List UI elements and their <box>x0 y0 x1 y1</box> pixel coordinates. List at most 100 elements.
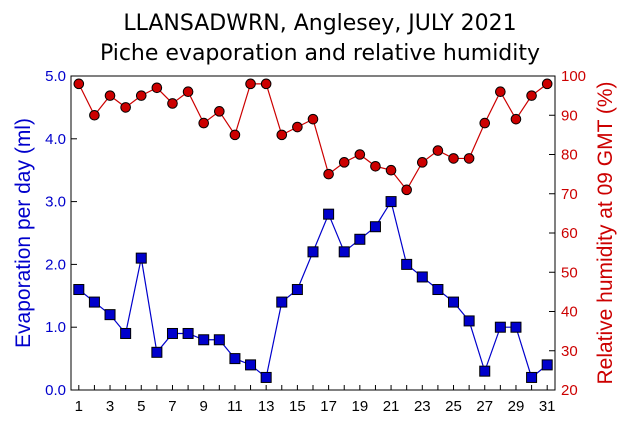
evaporation-point <box>213 334 225 346</box>
x-tick-label: 17 <box>320 398 337 415</box>
evaporation-point <box>120 327 132 339</box>
humidity-point <box>479 117 491 129</box>
x-tick-label: 23 <box>414 398 431 415</box>
humidity-point <box>135 90 147 101</box>
humidity-point <box>245 78 256 90</box>
humidity-line <box>78 83 548 191</box>
evaporation-point <box>166 327 178 339</box>
left-axis: 0.0 1.0 2.0 3.0 4.0 5.0 <box>45 68 77 399</box>
evaporation-point <box>245 359 257 371</box>
x-tick-label: 9 <box>200 398 208 415</box>
humidity-point <box>89 109 100 121</box>
right-axis: 20 30 40 50 60 70 80 90 100 <box>549 68 586 399</box>
evaporation-point <box>338 246 350 258</box>
evaporation-point <box>88 296 100 308</box>
evaporation-point <box>369 221 381 233</box>
evaporation-point <box>479 365 491 377</box>
humidity-point <box>151 82 163 94</box>
humidity-point <box>214 106 225 117</box>
humidity-point <box>463 153 475 164</box>
y2-axis-label: Relative humidity at 09 GMT (%) <box>594 81 617 384</box>
humidity-point <box>541 78 553 90</box>
y-axis-label: Evaporation per day (ml) <box>12 118 35 348</box>
humidity-point <box>229 129 241 141</box>
evaporation-point <box>229 353 241 365</box>
y-tick-label: 2.0 <box>45 256 66 273</box>
evaporation-point <box>401 258 413 270</box>
x-tick-label: 31 <box>539 398 556 415</box>
series-layer <box>73 78 553 383</box>
evaporation-point <box>182 327 194 339</box>
humidity-point <box>323 168 334 180</box>
chart-title: LLANSADWRN, Anglesey, JULY 2021 <box>123 11 516 36</box>
evaporation-point <box>291 284 303 296</box>
x-tick-label: 27 <box>476 398 493 415</box>
y2-tick-label: 20 <box>561 382 578 399</box>
evaporation-point <box>151 346 163 358</box>
y-tick-label: 3.0 <box>45 194 66 211</box>
humidity-point <box>292 121 303 133</box>
x-tick-label: 19 <box>351 398 368 415</box>
y2-tick-label: 30 <box>561 343 578 360</box>
evaporation-point <box>432 284 444 296</box>
humidity-point <box>401 184 412 196</box>
humidity-point <box>354 149 366 160</box>
humidity-point <box>198 117 210 129</box>
y2-tick-label: 70 <box>561 186 578 203</box>
evaporation-point <box>463 315 475 327</box>
x-tick-label: 15 <box>289 398 306 415</box>
humidity-point <box>73 78 85 90</box>
x-tick-label: 21 <box>383 398 400 415</box>
y2-tick-label: 40 <box>561 304 578 321</box>
evaporation-point <box>73 284 85 296</box>
y-tick-label: 0.0 <box>45 382 66 399</box>
humidity-point <box>510 113 522 125</box>
chart-subtitle: Piche evaporation and relative humidity <box>100 41 540 66</box>
y-tick-label: 1.0 <box>45 319 66 336</box>
humidity-point <box>182 86 194 97</box>
evaporation-point <box>276 296 288 308</box>
humidity-point <box>385 164 397 176</box>
evaporation-point <box>494 321 506 333</box>
humidity-point <box>260 78 272 90</box>
evaporation-line <box>78 200 548 379</box>
humidity-point <box>120 102 131 113</box>
x-tick-label: 1 <box>75 398 83 415</box>
evaporation-point <box>135 252 147 264</box>
evaporation-point <box>307 246 319 258</box>
y2-tick-label: 90 <box>561 107 578 124</box>
humidity-point <box>448 153 459 164</box>
evaporation-point <box>198 334 210 346</box>
x-tick-label: 3 <box>106 398 114 415</box>
humidity-point <box>104 90 116 101</box>
x-tick-label: 5 <box>137 398 145 415</box>
x-axis: 1 3 5 7 9 11 13 15 17 19 21 23 25 27 29 31 <box>75 385 556 415</box>
x-tick-label: 29 <box>508 398 525 415</box>
y2-tick-label: 100 <box>561 68 586 85</box>
evaporation-point <box>448 296 460 308</box>
y2-tick-label: 60 <box>561 225 578 242</box>
humidity-point <box>432 145 444 156</box>
humidity-point <box>416 157 428 168</box>
y-tick-label: 4.0 <box>45 131 66 148</box>
evaporation-point <box>354 233 366 245</box>
x-tick-label: 7 <box>168 398 176 415</box>
y-tick-label: 5.0 <box>45 68 66 85</box>
evaporation-point <box>510 321 522 333</box>
x-tick-label: 13 <box>258 398 275 415</box>
humidity-point <box>276 129 288 141</box>
evaporation-point <box>416 271 428 283</box>
evaporation-point <box>385 196 397 208</box>
evaporation-point <box>104 309 116 321</box>
y2-tick-label: 50 <box>561 264 578 281</box>
humidity-point <box>338 157 350 168</box>
evaporation-point <box>260 371 272 383</box>
x-tick-label: 11 <box>227 398 243 415</box>
humidity-point <box>526 90 537 101</box>
humidity-point <box>495 86 506 97</box>
evaporation-point <box>541 359 553 371</box>
y2-tick-label: 80 <box>561 147 578 164</box>
evaporation-point <box>526 371 538 383</box>
evaporation-point <box>323 208 335 220</box>
